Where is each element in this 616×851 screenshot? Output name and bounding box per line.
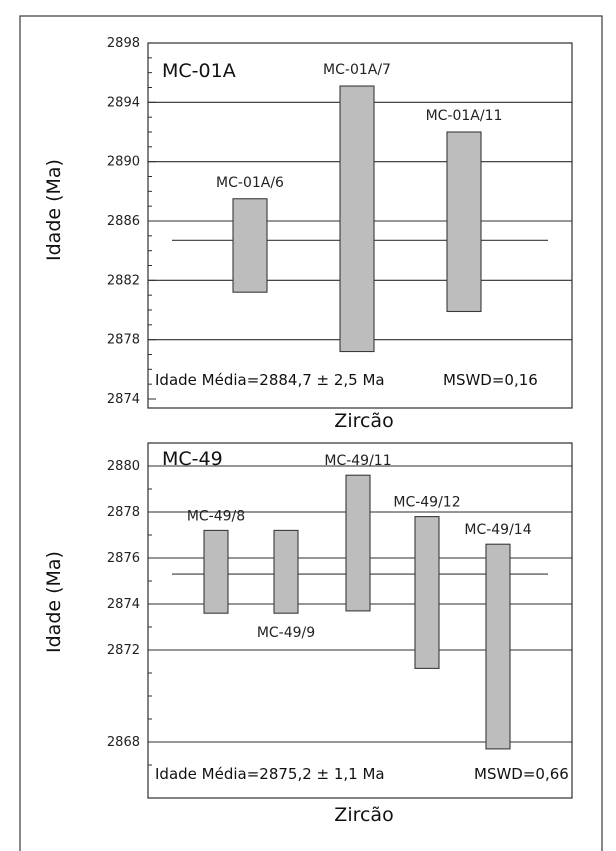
bar-label: MC-49/9 [257, 625, 315, 641]
bar-label: MC-49/14 [464, 522, 531, 538]
x-axis-title: Zircão [334, 410, 393, 432]
summary-age: Idade Média=2875,2 ± 1,1 Ma [155, 765, 385, 783]
y-tick-label: 2890 [107, 155, 140, 170]
y-tick-label: 2868 [107, 735, 140, 750]
age-bar [273, 529, 299, 614]
summary-mswd: MSWD=0,66 [474, 765, 569, 783]
y-axis-title: Idade (Ma) [43, 551, 65, 653]
y-tick-label: 2874 [107, 597, 140, 612]
y-axis-title: Idade (Ma) [43, 159, 65, 261]
y-tick-label: 2882 [107, 273, 140, 288]
sample-title: MC-01A [162, 60, 236, 82]
outer-frame [19, 15, 603, 851]
panel-mc-49: 2868 2872 2874 2876 2878 2880 MC-49/8 MC-49/9 MC… [43, 442, 573, 826]
y-tick-label: 2894 [107, 95, 140, 110]
sample-title: MC-49 [162, 448, 223, 470]
bar-label: MC-49/8 [187, 508, 245, 524]
plot-frame [147, 42, 573, 409]
age-bar [345, 474, 371, 612]
bar-label: MC-01A/11 [426, 108, 503, 124]
age-bar [232, 198, 268, 293]
y-tick-label: 2872 [107, 643, 140, 658]
summary-age: Idade Média=2884,7 ± 2,5 Ma [155, 371, 385, 389]
age-bar [203, 529, 229, 614]
bar-label: MC-49/11 [324, 453, 391, 469]
age-bar [485, 543, 511, 750]
y-tick-label: 2874 [107, 392, 140, 407]
y-tick-label: 2880 [107, 459, 140, 474]
bar-label: MC-49/12 [393, 495, 460, 511]
y-tick-label: 2876 [107, 551, 140, 566]
y-tick-label: 2886 [107, 214, 140, 229]
age-bar [414, 516, 440, 669]
panel-mc-01a: 2874 2878 2882 2886 2890 2894 2898 MC-01A/6 MC-0… [43, 36, 573, 432]
bar-label: MC-01A/7 [323, 62, 391, 78]
age-bar [446, 131, 482, 313]
age-bar [339, 85, 375, 353]
bar-label: MC-01A/6 [216, 175, 284, 191]
y-tick-label: 2878 [107, 333, 140, 348]
y-tick-label: 2898 [107, 36, 140, 51]
x-axis-title: Zircão [334, 804, 393, 826]
y-tick-label: 2878 [107, 505, 140, 520]
plot-frame [147, 442, 573, 799]
summary-mswd: MSWD=0,16 [443, 371, 538, 389]
